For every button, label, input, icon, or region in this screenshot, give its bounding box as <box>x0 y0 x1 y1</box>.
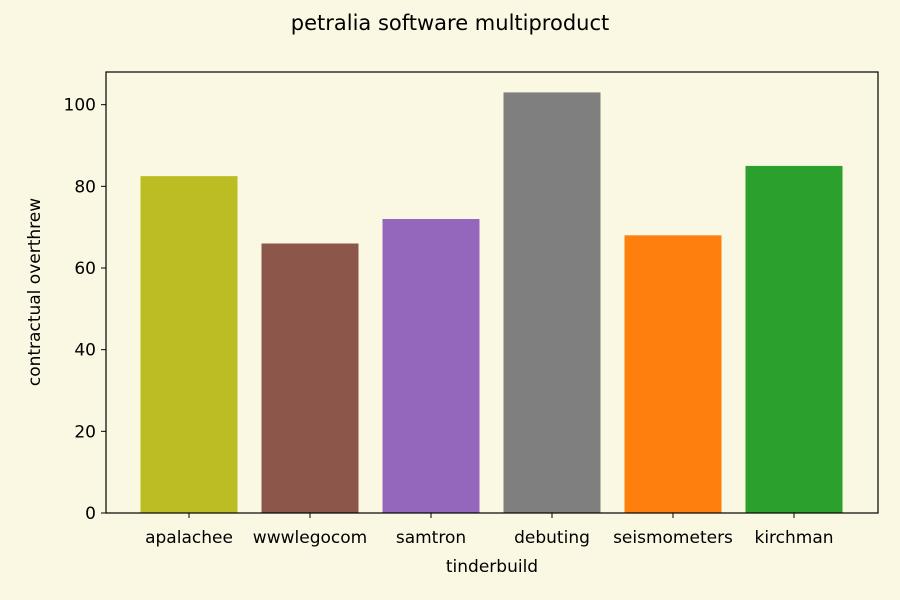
x-tick-label: seismometers <box>613 528 733 548</box>
y-tick-label: 20 <box>74 422 96 442</box>
bar-apalachee <box>140 176 238 513</box>
y-axis-title: contractual overthrew <box>25 198 45 386</box>
y-tick-label: 40 <box>74 341 96 361</box>
x-axis-ticks: apalachee wwwlegocom samtron debuting seismo… <box>145 513 834 548</box>
bars-group <box>140 92 843 514</box>
bar-debuting <box>503 92 601 514</box>
x-tick-label: apalachee <box>145 528 233 548</box>
bar-kirchman <box>745 165 843 513</box>
x-axis-title: tinderbuild <box>446 557 538 577</box>
y-tick-label: 80 <box>74 177 96 197</box>
bar-samtron <box>382 219 480 513</box>
bar-seismometers <box>624 235 722 514</box>
plot-frame <box>105 71 879 514</box>
x-tick-label: debuting <box>514 528 590 548</box>
y-axis-ticks: 0 20 40 60 80 100 <box>64 96 106 524</box>
x-tick-label: wwwlegocom <box>253 528 367 548</box>
y-tick-label: 60 <box>74 259 96 279</box>
y-tick-label: 100 <box>64 96 96 116</box>
y-tick-label: 0 <box>85 504 96 524</box>
bar-wwwlegocom <box>261 243 359 513</box>
x-tick-label: kirchman <box>754 528 833 548</box>
chart-title: petralia software multiproduct <box>291 11 610 35</box>
x-tick-label: samtron <box>396 528 466 548</box>
